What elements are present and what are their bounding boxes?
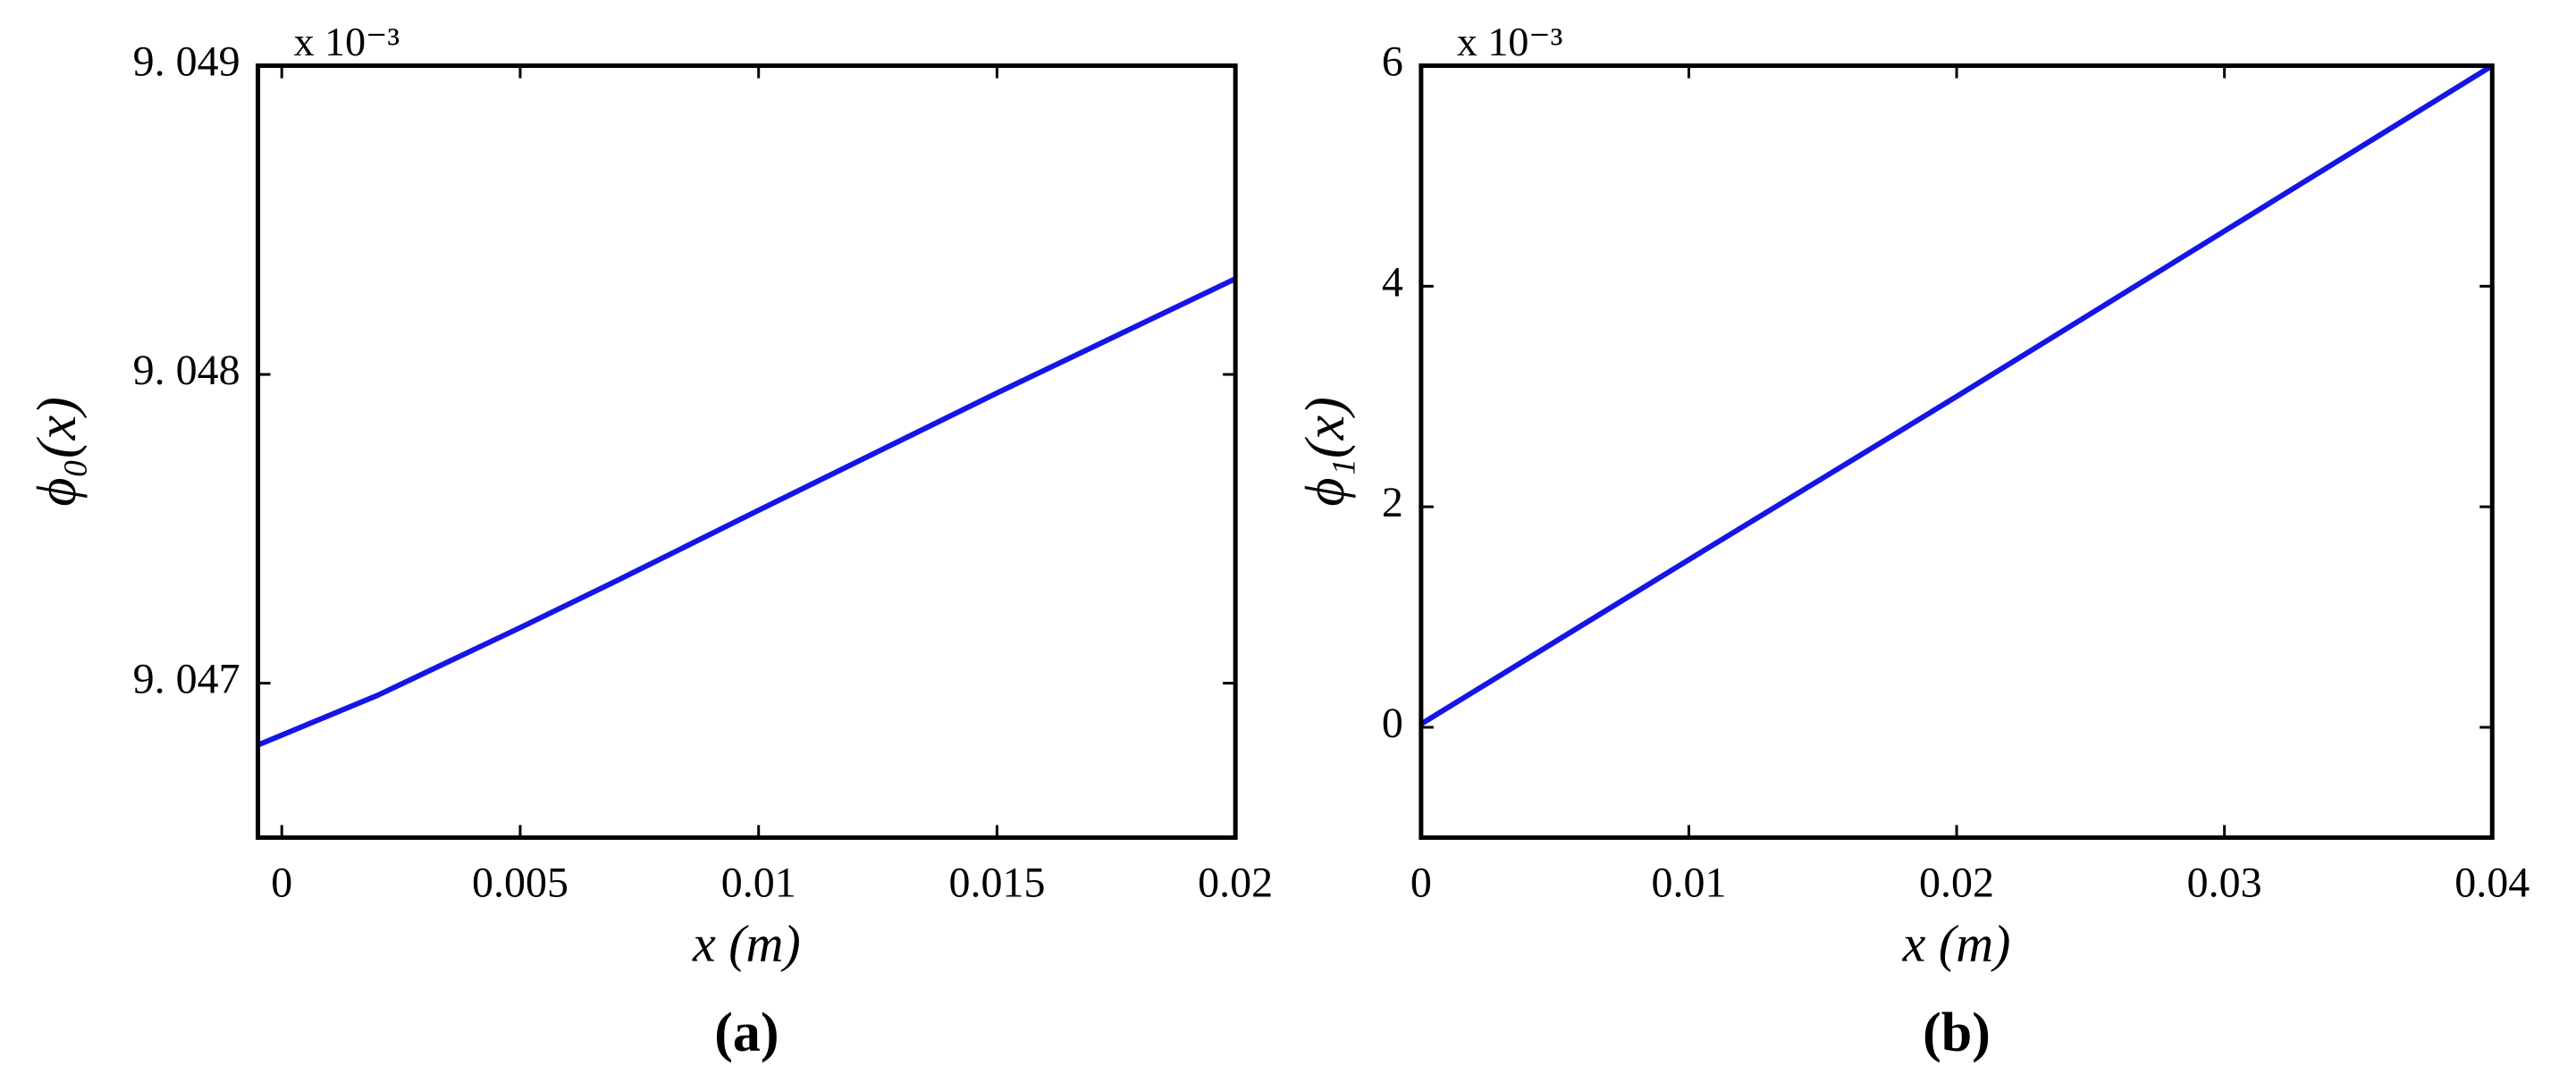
x-tick-label: 0.015 bbox=[948, 859, 1045, 906]
panel-label: (a) bbox=[714, 1003, 779, 1063]
x-tick-label: 0.01 bbox=[721, 859, 796, 906]
y-tick-label: 9. 049 bbox=[133, 38, 240, 86]
plot-frame bbox=[1418, 63, 2495, 840]
x-axis-label: x (m) bbox=[1902, 915, 2011, 973]
x-tick-label: 0.005 bbox=[472, 859, 568, 906]
axis-multiplier: x 10⁻³ bbox=[294, 19, 400, 64]
y-tick-label: 9. 047 bbox=[133, 656, 240, 703]
x-tick-label: 0 bbox=[271, 859, 292, 906]
x-tick-label: 0.01 bbox=[1651, 859, 1726, 906]
plot-frame bbox=[256, 63, 1238, 840]
x-axis-label: x (m) bbox=[692, 915, 801, 973]
x-tick-label: 0.04 bbox=[2454, 859, 2530, 906]
data-line bbox=[1419, 63, 2494, 726]
y-tick-label: 0 bbox=[1382, 700, 1403, 747]
x-tick-label: 0.02 bbox=[1198, 859, 1273, 906]
data-line bbox=[257, 276, 1237, 748]
y-tick-label: 9. 048 bbox=[133, 347, 240, 394]
axis-multiplier: x 10⁻³ bbox=[1457, 19, 1563, 64]
panel-label: (b) bbox=[1923, 1003, 1991, 1063]
y-axis-label: ϕ₁(x) bbox=[1295, 397, 1356, 506]
y-tick-label: 4 bbox=[1382, 258, 1403, 306]
y-tick-label: 6 bbox=[1382, 38, 1403, 86]
y-axis-label: ϕ₀(x) bbox=[27, 397, 88, 506]
x-tick-label: 0.03 bbox=[2187, 859, 2262, 906]
x-tick-label: 0.02 bbox=[1919, 859, 1994, 906]
x-tick-label: 0 bbox=[1410, 859, 1432, 906]
y-tick-label: 2 bbox=[1382, 479, 1403, 526]
